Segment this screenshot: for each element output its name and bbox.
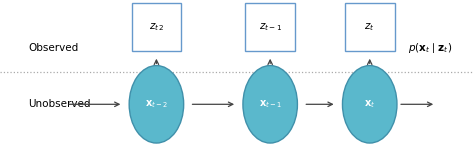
Ellipse shape	[129, 66, 184, 143]
Text: $\mathbf{x}_{t}$: $\mathbf{x}_{t}$	[364, 98, 375, 110]
Text: $\mathbf{x}_{t-1}$: $\mathbf{x}_{t-1}$	[259, 98, 282, 110]
Text: $\mathbf{x}_{t-2}$: $\mathbf{x}_{t-2}$	[145, 98, 168, 110]
Text: $\mathit{z}_{t}$: $\mathit{z}_{t}$	[365, 21, 375, 33]
FancyBboxPatch shape	[246, 3, 295, 51]
Ellipse shape	[342, 66, 397, 143]
Text: $\mathit{z}_{t\, 2}$: $\mathit{z}_{t\, 2}$	[149, 21, 164, 33]
FancyBboxPatch shape	[132, 3, 181, 51]
Text: $\mathit{z}_{t-1}$: $\mathit{z}_{t-1}$	[259, 21, 282, 33]
Ellipse shape	[243, 66, 297, 143]
FancyBboxPatch shape	[345, 3, 394, 51]
Text: Unobserved: Unobserved	[28, 99, 91, 109]
Text: Observed: Observed	[28, 43, 79, 53]
Text: $p(\mathbf{x}_t \mid \mathbf{z}_t)$: $p(\mathbf{x}_t \mid \mathbf{z}_t)$	[408, 41, 452, 55]
